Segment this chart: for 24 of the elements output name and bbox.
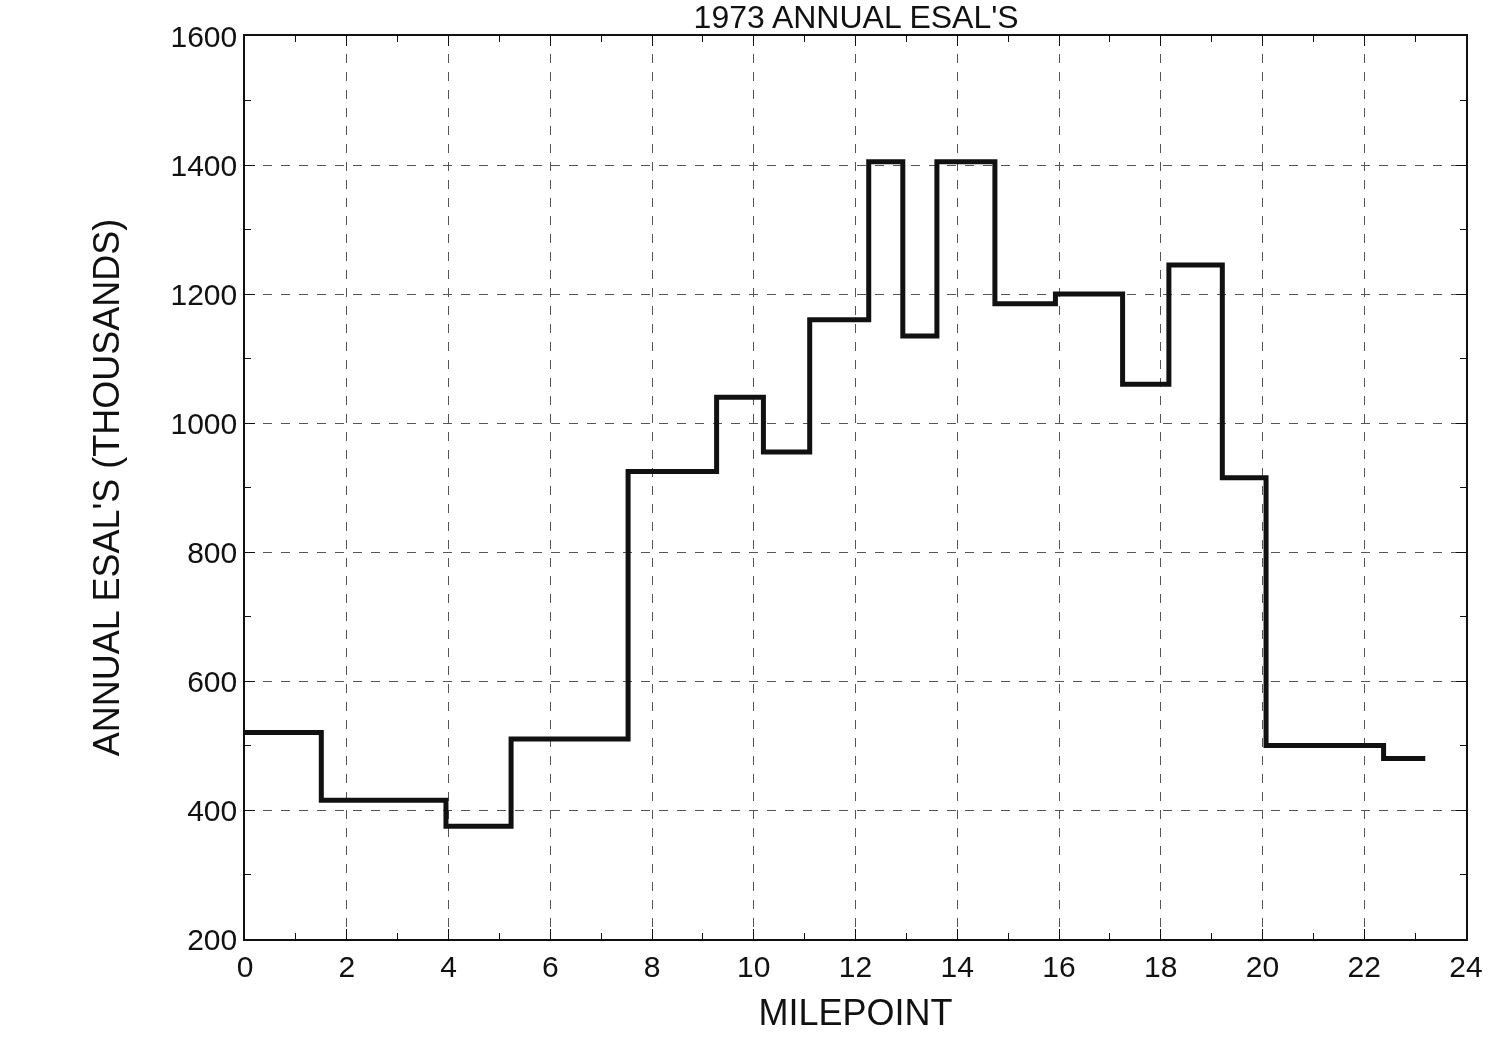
y-tick-label: 1200 — [170, 277, 238, 311]
x-tick-label: 18 — [1144, 949, 1178, 983]
x-tick-label: 6 — [541, 949, 559, 983]
y-axis-title: ANNUAL ESAL'S (THOUSANDS) — [85, 218, 127, 757]
y-tick-label: 600 — [187, 664, 238, 698]
x-tick-label: 8 — [643, 949, 661, 983]
x-tick-label: 20 — [1245, 949, 1280, 983]
x-tick-label: 10 — [737, 949, 771, 983]
x-tick-label: 12 — [838, 949, 873, 983]
x-tick-label: 4 — [440, 949, 457, 983]
x-tick-label: 2 — [338, 949, 356, 983]
x-tick-label: 14 — [940, 949, 974, 983]
y-tick-label: 800 — [187, 535, 238, 569]
y-tick-label: 1000 — [170, 406, 238, 440]
y-tick-label: 400 — [187, 793, 238, 827]
x-tick-label: 16 — [1042, 949, 1076, 983]
y-tick-label: 200 — [187, 922, 238, 956]
y-tick-label: 1400 — [170, 148, 238, 182]
x-tick-label: 22 — [1347, 949, 1381, 983]
chart-title: 1973 ANNUAL ESAL'S — [693, 0, 1019, 35]
x-tick-label: 24 — [1449, 949, 1483, 983]
x-axis-title: MILEPOINT — [758, 991, 953, 1033]
x-tick-label: 0 — [236, 949, 254, 983]
y-tick-label: 1600 — [170, 19, 238, 53]
